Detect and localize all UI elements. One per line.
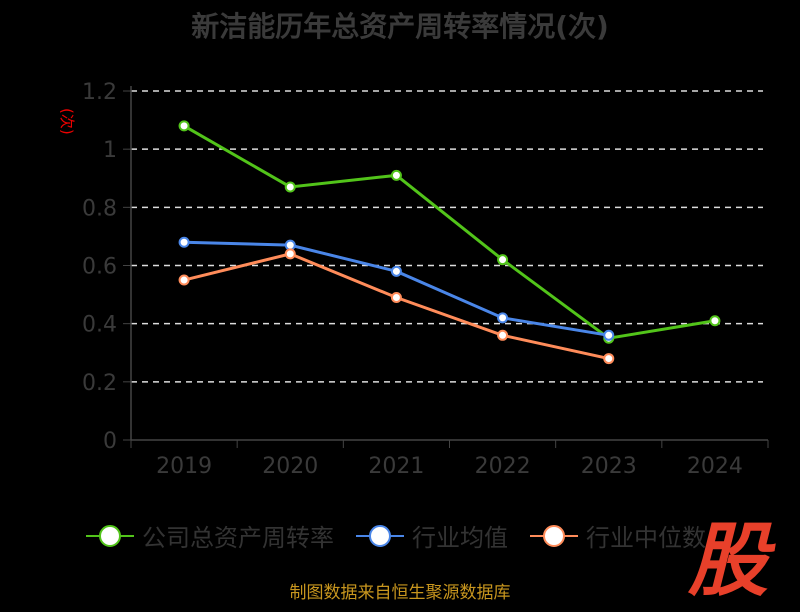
y-tick-label: 0.2 [82,371,117,396]
legend-item[interactable]: 行业中位数 [530,518,706,553]
legend-marker-icon [356,524,404,548]
data-point [284,248,296,260]
data-point [284,239,296,251]
data-point [284,181,296,193]
y-tick-label: 1 [103,138,117,163]
x-tick-label: 2020 [262,454,318,479]
y-tick-label: 0.8 [82,196,117,221]
legend-item[interactable]: 公司总资产周转率 [86,518,334,553]
data-point [497,329,509,341]
y-tick-label: 0.4 [82,313,117,338]
legend: 公司总资产周转率 行业均值 行业中位数 [86,518,706,553]
series-line-0 [183,124,716,340]
data-point [178,236,190,248]
source-note: 制图数据来自恒生聚源数据库 [289,583,511,603]
data-point [497,254,509,266]
y-tick-label: 0 [103,429,117,454]
x-tick-label: 2021 [368,454,424,479]
data-point [390,265,402,277]
data-point [497,312,509,324]
data-point [709,315,721,327]
x-tick-label: 2023 [581,454,637,479]
data-point [178,120,190,132]
data-point [603,329,615,341]
y-tick-label: 1.2 [82,80,117,105]
legend-label: 行业均值 [412,524,508,552]
data-point [390,291,402,303]
legend-marker-icon [86,524,134,548]
legend-label: 行业中位数 [586,524,706,552]
logo: 股 [688,514,768,607]
y-tick-label: 0.6 [82,255,117,280]
x-tick-label: 2019 [156,454,212,479]
legend-marker-icon [530,524,578,548]
x-tick-label: 2022 [475,454,531,479]
data-point [603,353,615,365]
chart-title: 新洁能历年总资产周转率情况(次) [191,10,609,43]
legend-label: 公司总资产周转率 [142,524,334,552]
data-point [390,169,402,181]
legend-item[interactable]: 行业均值 [356,518,508,553]
series-line-1 [184,240,609,337]
x-tick-label: 2024 [687,454,743,479]
data-point [178,274,190,286]
